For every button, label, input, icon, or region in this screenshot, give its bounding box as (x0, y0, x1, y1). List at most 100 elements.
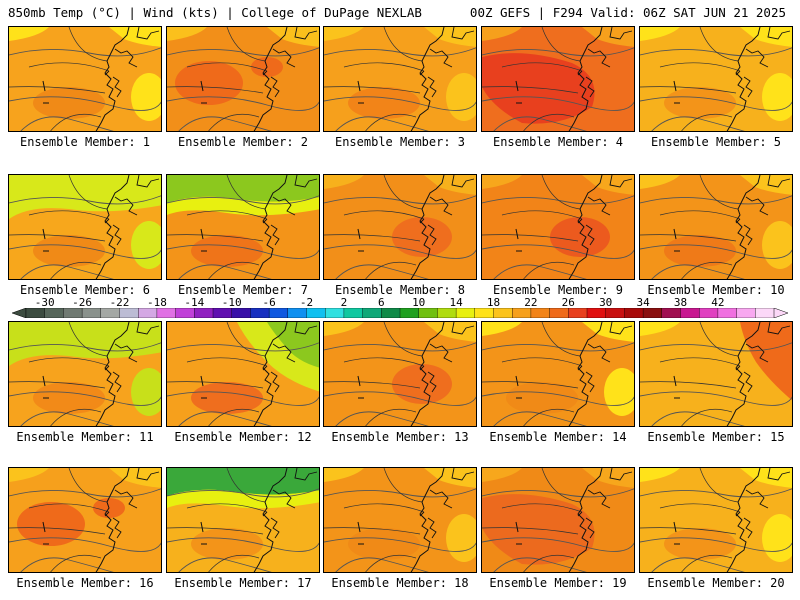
member-label: Ensemble Member: 14 (489, 430, 627, 444)
member-map-panel (639, 26, 793, 132)
temperature-field (167, 322, 319, 426)
member-map-panel (323, 467, 477, 573)
colorbar-cell (268, 308, 289, 318)
member-map-panel (639, 321, 793, 427)
member-map-panel (8, 467, 162, 573)
member-map-panel (481, 174, 635, 280)
temperature-field (482, 322, 634, 426)
colorbar-tick-label: 38 (673, 296, 688, 309)
temperature-field (324, 27, 476, 131)
member-map-panel (323, 26, 477, 132)
member-label: Ensemble Member: 1 (19, 135, 151, 149)
colorbar-cell (194, 308, 214, 318)
member-map-panel (323, 321, 477, 427)
member-label: Ensemble Member: 17 (174, 576, 312, 590)
colorbar-tick-label: -26 (72, 296, 93, 309)
colorbar-right-arrow (773, 308, 788, 318)
member-label: Ensemble Member: 4 (492, 135, 624, 149)
colorbar-cell (680, 308, 700, 318)
colorbar-tick-label: 14 (449, 296, 463, 309)
temperature-field (167, 175, 319, 279)
temperature-field (482, 468, 634, 572)
colorbar-tick-label: -6 (262, 296, 276, 309)
colorbar-cell (381, 308, 401, 318)
colorbar-cell (493, 308, 513, 318)
colorbar-tick-label: -22 (109, 296, 130, 309)
colorbar-cell (100, 308, 121, 318)
colorbar-cell (63, 308, 83, 318)
member-map-panel (323, 174, 477, 280)
member-map-panel (481, 26, 635, 132)
temperature-colorbar (12, 308, 788, 318)
colorbar-tick-label: -14 (184, 296, 205, 309)
colorbar-cell (605, 308, 625, 318)
member-label: Ensemble Member: 13 (331, 430, 469, 444)
colorbar-cell (212, 308, 233, 318)
colorbar-cell (455, 308, 476, 318)
colorbar-cell (624, 308, 644, 318)
colorbar-tick-label: 6 (377, 296, 385, 309)
colorbar-tick-label: 26 (561, 296, 575, 309)
member-label: Ensemble Member: 10 (647, 283, 785, 297)
temperature-field (482, 27, 634, 131)
header-right: 00Z GEFS | F294 Valid: 06Z SAT JUN 21 20… (469, 5, 786, 20)
colorbar-cell (512, 308, 532, 318)
colorbar-tick-label: 2 (340, 296, 348, 309)
colorbar-tick-label: -30 (34, 296, 55, 309)
colorbar-cell (699, 308, 719, 318)
temperature-field (640, 468, 792, 572)
temperature-field (167, 468, 319, 572)
colorbar-tick-label: 30 (599, 296, 613, 309)
colorbar-cell (568, 308, 588, 318)
temperature-field (9, 27, 161, 131)
temperature-field (324, 322, 476, 426)
colorbar-cell (437, 308, 457, 318)
colorbar-cell (343, 308, 364, 318)
temperature-field (482, 175, 634, 279)
member-map-panel (8, 26, 162, 132)
colorbar-tick-label: 42 (711, 296, 725, 309)
temperature-field (167, 27, 319, 131)
colorbar-cell (755, 308, 775, 318)
colorbar-tick-label: 22 (524, 296, 538, 309)
colorbar-cell (586, 308, 607, 318)
member-label: Ensemble Member: 5 (650, 135, 782, 149)
member-label: Ensemble Member: 18 (331, 576, 469, 590)
colorbar-tick-label: -2 (299, 296, 314, 309)
member-label: Ensemble Member: 2 (177, 135, 309, 149)
colorbar-tick-labels: -30 -26 -22 -18 -14 -10 -6 -2 2 6 10 14 18 22 26 30 34 38… (0, 296, 800, 309)
temperature-field (9, 322, 161, 426)
member-map-panel (639, 174, 793, 280)
member-map-panel (8, 174, 162, 280)
member-label: Ensemble Member: 19 (489, 576, 627, 590)
colorbar-cell (231, 308, 251, 318)
colorbar-cell (549, 308, 569, 318)
colorbar-cell (399, 308, 420, 318)
member-label: Ensemble Member: 6 (19, 283, 151, 297)
colorbar-cell (736, 308, 756, 318)
temperature-field (640, 175, 792, 279)
colorbar-tick-label: 18 (486, 296, 501, 309)
colorbar-tick-label: -10 (221, 296, 242, 309)
member-label: Ensemble Member: 8 (334, 283, 466, 297)
member-map-panel (8, 321, 162, 427)
colorbar-cell (661, 308, 681, 318)
colorbar-cell (156, 308, 177, 318)
colorbar-cell (717, 308, 738, 318)
colorbar-cell (325, 308, 345, 318)
temperature-field (324, 468, 476, 572)
colorbar-cell (81, 308, 102, 318)
colorbar-tick-label: -18 (146, 296, 167, 309)
colorbar-cell (250, 308, 270, 318)
colorbar-cell (642, 308, 663, 318)
member-label: Ensemble Member: 9 (492, 283, 624, 297)
member-label: Ensemble Member: 11 (16, 430, 154, 444)
colorbar-cell (175, 308, 195, 318)
colorbar-cell (44, 308, 64, 318)
colorbar-cell (474, 308, 494, 318)
temperature-field (9, 468, 161, 572)
member-map-panel (166, 174, 320, 280)
member-label: Ensemble Member: 16 (16, 576, 154, 590)
temperature-field (640, 27, 792, 131)
member-map-panel (481, 467, 635, 573)
